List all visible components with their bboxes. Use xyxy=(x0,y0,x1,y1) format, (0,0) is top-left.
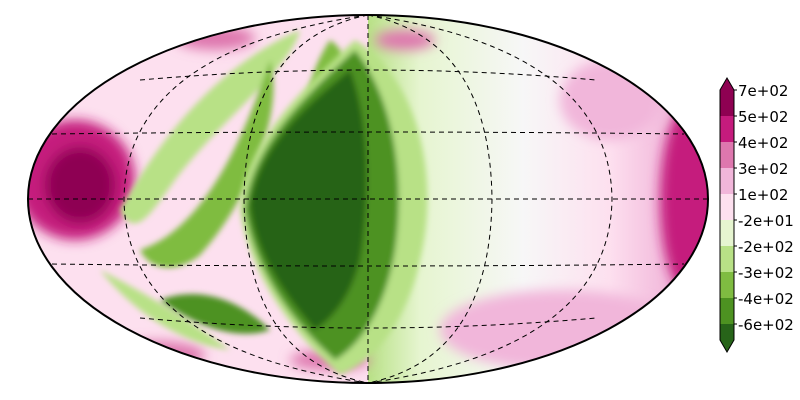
colorbar-segment-10 xyxy=(720,324,734,340)
colorbar-tick-label: -3e+02 xyxy=(738,264,794,282)
colorbar-tick-label: -2e+02 xyxy=(738,238,794,256)
west-green-swirl-1 xyxy=(120,30,300,224)
colorbar-extend-top xyxy=(720,78,734,90)
colorbar-tick-label: 1e+02 xyxy=(738,186,788,204)
colorbar-segment-4 xyxy=(720,168,734,194)
colorbar-segment-3 xyxy=(720,142,734,168)
graticule xyxy=(28,15,708,383)
colorbar-ticks xyxy=(734,89,737,325)
graticule-meridian-120e xyxy=(367,15,613,383)
north-magenta-patch-2 xyxy=(375,30,435,50)
graticule-parallel-60s xyxy=(139,317,597,329)
west-green-swirl-3 xyxy=(160,294,270,334)
colorbar: 7e+02 5e+02 4e+02 3e+02 1e+02 -2e+01 -2e… xyxy=(719,77,794,353)
northeast-pink-band xyxy=(560,60,660,140)
west-magenta-core xyxy=(45,147,115,223)
colorbar-extend-bottom xyxy=(720,340,734,352)
graticule-meridian-60e xyxy=(367,15,493,383)
colorbar-tick-label: -2e+01 xyxy=(738,212,794,230)
colorbar-tick-label: 3e+02 xyxy=(738,160,788,178)
colorbar-segment-6 xyxy=(720,220,734,246)
globe-outline xyxy=(27,14,709,384)
colorbar-segment-2 xyxy=(720,116,734,142)
east-magenta-blob xyxy=(660,105,708,295)
west-green-swirl-2 xyxy=(140,60,274,268)
graticule-parallel-30s xyxy=(51,263,685,267)
central-green-dark xyxy=(250,70,367,330)
colorbar-segment-1 xyxy=(720,90,734,116)
colorbar-tick-label: -6e+02 xyxy=(738,316,794,334)
colorbar-segment-7 xyxy=(720,246,734,272)
colorbar-tick-label: 5e+02 xyxy=(738,108,788,126)
colorbar-segment-8 xyxy=(720,272,734,298)
colorbar-segment-9 xyxy=(720,298,734,324)
colorbar-tick-label: 4e+02 xyxy=(738,134,788,152)
colorbar-tick-label: 7e+02 xyxy=(738,82,788,100)
colorbar-segment-5 xyxy=(720,194,734,220)
graticule-meridian-120w xyxy=(123,15,369,383)
colorbar-tick-label: -4e+02 xyxy=(738,290,794,308)
graticule-meridian-60w xyxy=(243,15,369,383)
west-green-swirl-4 xyxy=(100,270,230,350)
